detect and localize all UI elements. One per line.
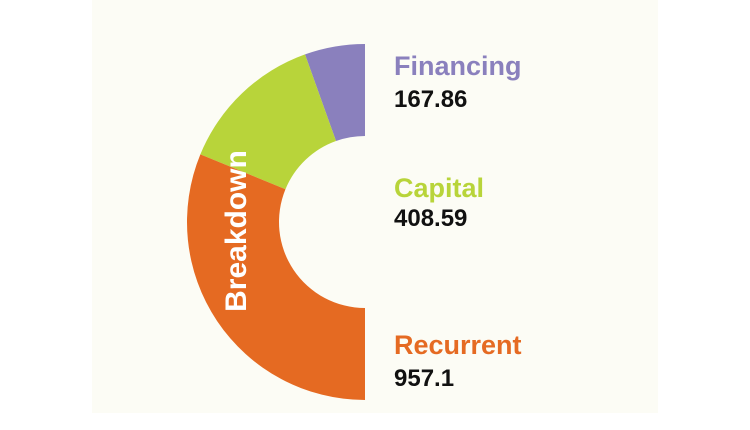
slices-group — [186, 44, 365, 400]
slice-recurrent — [186, 154, 365, 400]
slice-capital — [200, 54, 337, 190]
legend-value-recurrent: 957.1 — [394, 365, 455, 392]
legend-label-capital: Capital — [394, 173, 485, 203]
legend-label-financing: Financing — [394, 51, 522, 81]
chart-title: Breakdown — [220, 150, 253, 312]
legend-label-recurrent: Recurrent — [394, 330, 522, 360]
legend-value-financing: 167.86 — [394, 86, 468, 113]
legend-value-capital: 408.59 — [394, 205, 468, 232]
chart-panel — [92, 0, 658, 413]
slice-financing — [304, 44, 365, 142]
